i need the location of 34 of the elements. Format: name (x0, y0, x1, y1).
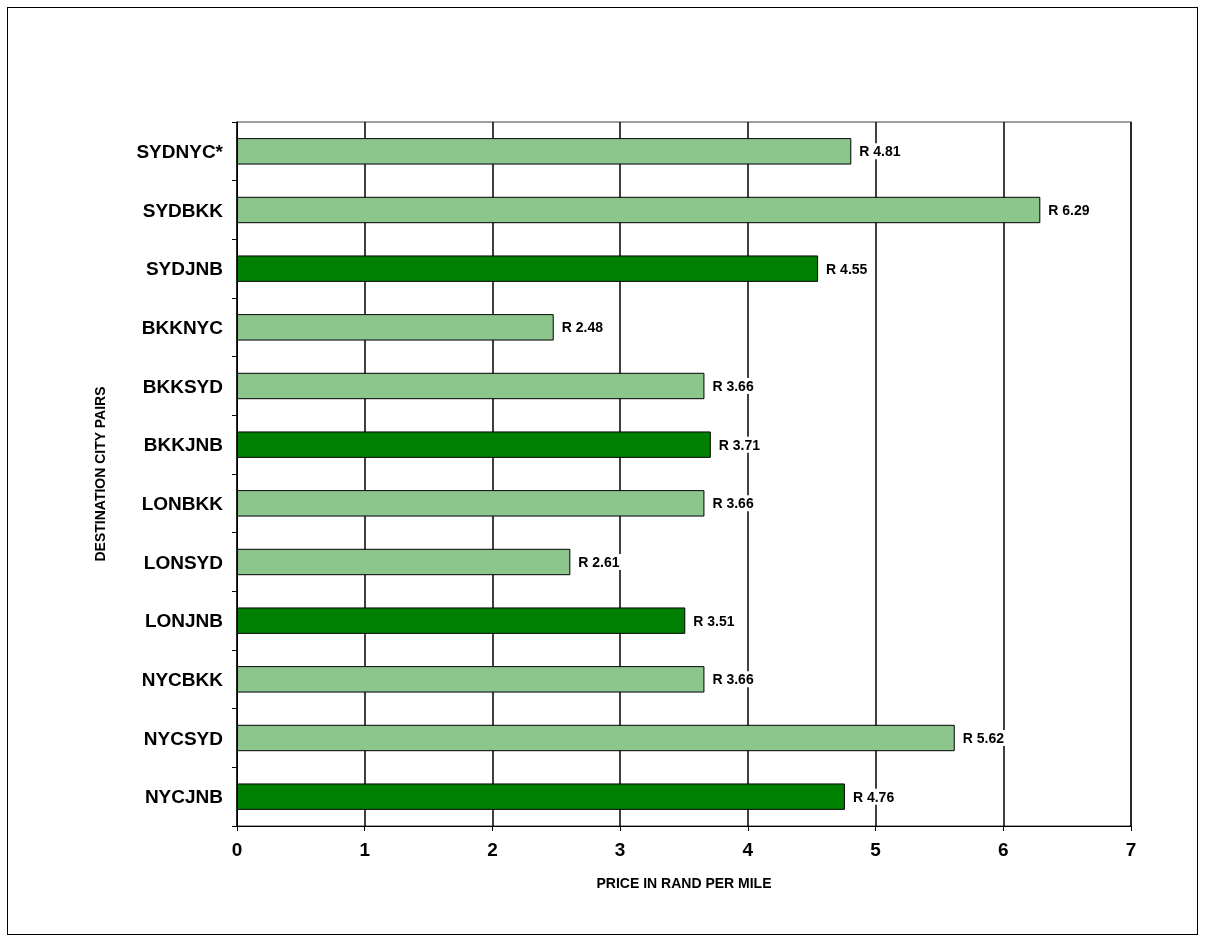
y-tick-label: LONBKK (141, 492, 224, 514)
data-label: R 3.66 (712, 378, 754, 394)
data-label: R 5.62 (962, 730, 1005, 746)
data-label: R 3.66 (712, 495, 754, 512)
y-axis-title: DESTINATION CITY PAIRS (92, 386, 108, 562)
data-label: R 3.66 (712, 671, 754, 688)
y-tick-label: BKKJNB (143, 434, 223, 456)
x-tick-label: 4 (742, 839, 754, 860)
data-label: R 3.51 (693, 612, 735, 629)
data-label: R 2.61 (578, 554, 620, 570)
x-tick-label: 3 (614, 839, 626, 860)
y-tick-label: SYDNYC* (136, 140, 224, 162)
y-tick-label: SYDBKK (142, 199, 224, 221)
y-tick-label: BKKNYC (141, 316, 224, 338)
x-tick-label: 2 (487, 839, 498, 860)
x-tick-label: 7 (1125, 839, 1137, 860)
data-label: R 4.76 (852, 788, 895, 805)
y-tick-label: NYCSYD (143, 727, 223, 749)
x-tick-label: 1 (359, 839, 371, 860)
x-tick-label: 0 (231, 839, 243, 860)
y-tick-label: NYCBKK (141, 668, 224, 690)
data-label: R 6.29 (1048, 202, 1090, 218)
x-axis-title: PRICE IN RAND PER MILE (596, 875, 772, 891)
y-tick-label: LONSYD (143, 551, 223, 573)
x-tick-label: 6 (998, 839, 1009, 860)
y-tick-label: BKKSYD (142, 375, 223, 397)
y-tick-label: SYDJNB (145, 258, 223, 280)
x-tick-label: 5 (870, 839, 882, 860)
y-tick-label: NYCJNB (144, 786, 223, 808)
data-label: R 4.81 (859, 143, 901, 160)
data-label: R 2.48 (561, 319, 604, 336)
data-label: R 3.71 (718, 436, 761, 453)
data-label: R 4.55 (826, 260, 868, 277)
y-tick-label: LONJNB (144, 610, 223, 632)
